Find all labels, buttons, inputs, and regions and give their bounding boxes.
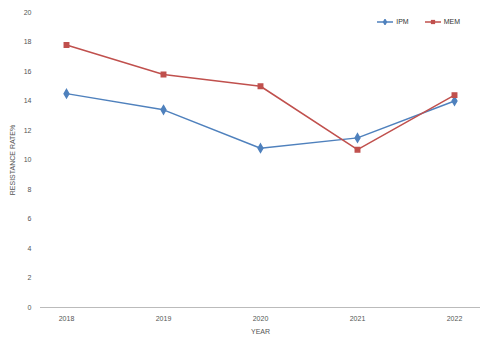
svg-text:16: 16 bbox=[24, 68, 32, 75]
html-text:IPM: IPM bbox=[396, 18, 409, 25]
svg-text:4: 4 bbox=[28, 245, 32, 252]
svg-text:6: 6 bbox=[28, 215, 32, 222]
svg-text:2019: 2019 bbox=[156, 315, 172, 322]
svg-text:0: 0 bbox=[28, 304, 32, 311]
svg-text:18: 18 bbox=[24, 38, 32, 45]
svg-text:10: 10 bbox=[24, 156, 32, 163]
svg-text:14: 14 bbox=[24, 97, 32, 104]
svg-text:2: 2 bbox=[28, 274, 32, 281]
svg-text:2020: 2020 bbox=[253, 315, 269, 322]
svg-text:8: 8 bbox=[28, 186, 32, 193]
svg-text:YEAR: YEAR bbox=[251, 328, 270, 335]
svg-text:20: 20 bbox=[24, 9, 32, 16]
svg-text:12: 12 bbox=[24, 127, 32, 134]
svg-text:RESISTANCE RATE%: RESISTANCE RATE% bbox=[9, 125, 16, 196]
svg-text:2021: 2021 bbox=[350, 315, 366, 322]
html-text:MEM: MEM bbox=[443, 18, 460, 25]
svg-text:2022: 2022 bbox=[447, 315, 463, 322]
svg-text:2018: 2018 bbox=[59, 315, 75, 322]
